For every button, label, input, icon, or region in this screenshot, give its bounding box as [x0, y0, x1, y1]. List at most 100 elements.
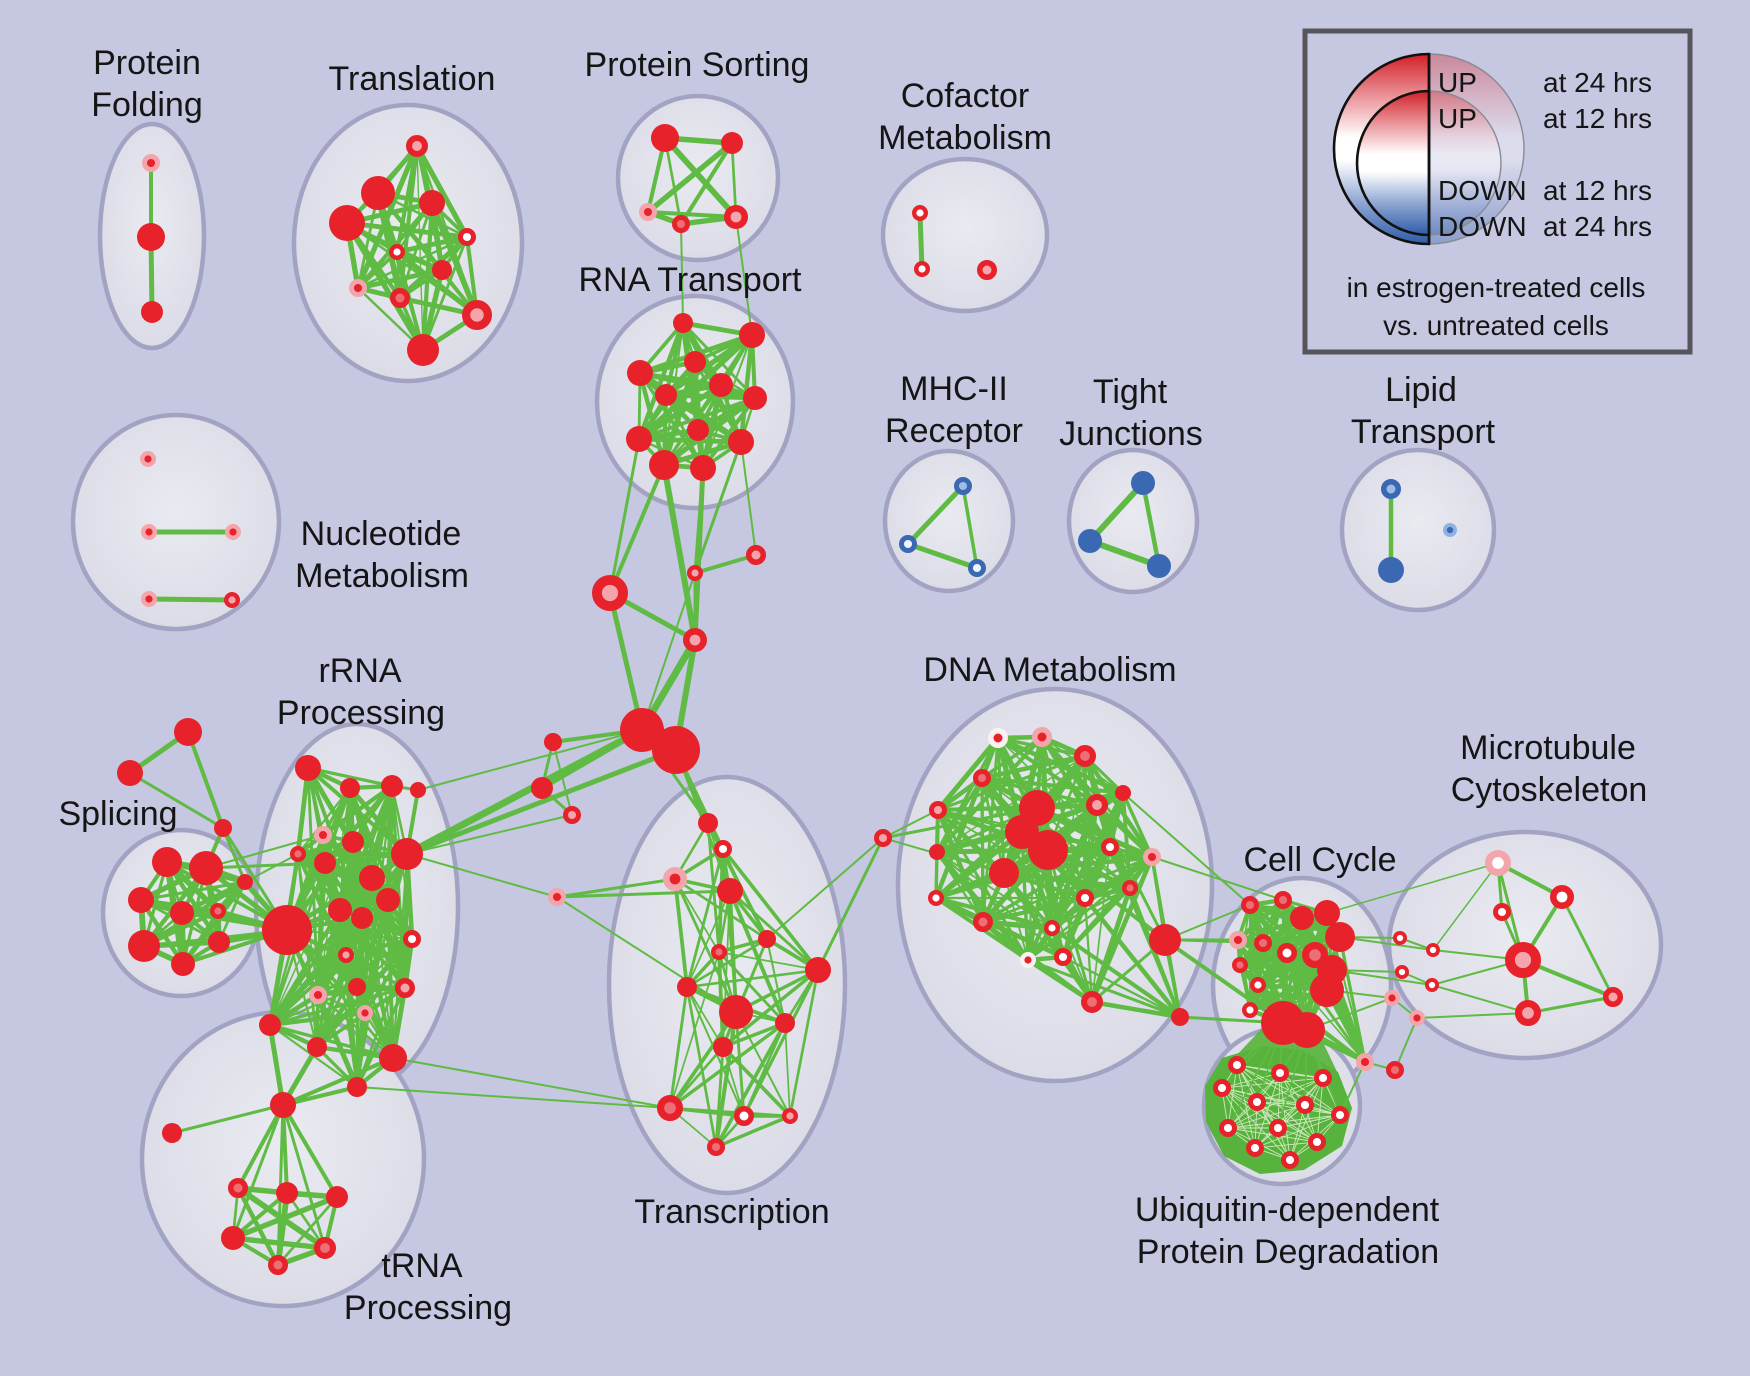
network-edge — [1256, 1101, 1318, 1143]
gene-node — [989, 858, 1019, 888]
gene-node — [1086, 794, 1109, 817]
network-edge — [204, 861, 327, 870]
network-edge — [996, 736, 1099, 807]
gene-node — [544, 733, 562, 751]
gene-node — [1550, 884, 1575, 909]
network-edge — [663, 392, 758, 401]
gene-node — [973, 912, 993, 932]
gene-node — [1443, 522, 1458, 537]
gene-node — [711, 944, 728, 961]
network-edge — [344, 220, 426, 353]
gene-node — [1240, 895, 1259, 914]
network-edge — [765, 937, 787, 1025]
cluster-label: Cofactor — [901, 77, 1030, 115]
gene-node — [972, 768, 991, 787]
gene-node — [988, 728, 1008, 748]
network-edge — [1221, 1087, 1318, 1143]
network-edge — [1049, 925, 1183, 1020]
gene-node — [1231, 957, 1248, 974]
network-edge — [268, 1023, 395, 1060]
gene-node — [117, 760, 143, 786]
gene-node — [657, 1094, 684, 1121]
network-edge — [934, 845, 1112, 900]
gene-node — [728, 429, 754, 455]
network-edge — [406, 814, 573, 855]
network-edge — [306, 766, 394, 788]
network-edge — [721, 968, 820, 1049]
gene-node — [912, 204, 929, 221]
gene-node — [128, 930, 160, 962]
gene-node — [295, 755, 321, 781]
gene-node — [687, 565, 704, 582]
gene-node — [1249, 977, 1266, 994]
gene-node — [1330, 1105, 1349, 1124]
gene-node — [329, 205, 365, 241]
network-edge — [668, 1021, 787, 1110]
network-edge — [186, 730, 225, 830]
gene-node — [403, 929, 422, 948]
gene-node — [1078, 529, 1102, 553]
network-edge — [1140, 480, 1162, 569]
cluster-label: Microtubule — [1460, 729, 1636, 767]
gene-node — [928, 890, 945, 907]
network-edge — [1237, 962, 1335, 973]
gene-node — [405, 134, 428, 157]
network-edge — [1163, 938, 1285, 1025]
gene-node — [662, 866, 687, 891]
gene-node — [673, 313, 693, 333]
network-edge — [816, 836, 885, 972]
network-edge — [285, 1191, 327, 1250]
legend-halfdisk-faded — [1428, 90, 1502, 236]
cluster-ellipse-cofactor-metabolism — [880, 156, 1050, 314]
gene-node — [128, 887, 154, 913]
gene-node — [1245, 1138, 1264, 1157]
legend-direction-label: DOWN — [1438, 175, 1527, 206]
gene-node — [739, 322, 765, 348]
gene-node — [706, 1137, 725, 1156]
network-edge — [935, 735, 1001, 813]
network-edge — [268, 986, 407, 1027]
network-edge — [394, 234, 470, 255]
network-edge — [268, 985, 359, 1027]
network-edge — [403, 726, 646, 858]
network-edge — [1121, 791, 1154, 859]
network-edge — [742, 968, 820, 1118]
network-edge — [1432, 862, 1499, 951]
network-edge — [1050, 926, 1094, 1004]
gene-node — [1075, 888, 1094, 907]
gene-node — [562, 805, 581, 824]
gene-node — [1393, 930, 1408, 945]
gene-node — [627, 360, 653, 386]
network-edge — [935, 775, 985, 813]
gene-node — [137, 223, 165, 251]
gene-node — [313, 1237, 336, 1260]
network-edge — [1082, 895, 1183, 1020]
network-edge — [205, 834, 324, 869]
network-edge — [661, 462, 698, 643]
gene-node — [326, 1186, 348, 1208]
gene-node — [690, 455, 716, 481]
network-edge — [936, 851, 1053, 929]
network-edge — [721, 1021, 787, 1049]
gene-node — [713, 839, 732, 858]
network-edge — [403, 852, 409, 990]
gene-node — [734, 1106, 754, 1126]
network-edge — [1431, 984, 1529, 1014]
gene-node — [805, 957, 831, 983]
network-edge — [1339, 936, 1434, 951]
network-edge — [714, 1045, 725, 1149]
cluster-label: Cell Cycle — [1243, 841, 1396, 879]
gene-node — [410, 782, 426, 798]
gene-node — [1385, 1060, 1404, 1079]
gene-node — [977, 260, 997, 280]
gene-node — [340, 778, 360, 798]
gene-node — [139, 451, 156, 468]
legend-time-label: at 12 hrs — [1543, 103, 1652, 134]
gene-node — [214, 819, 232, 837]
gene-node — [713, 1037, 733, 1057]
legend-time-label: at 12 hrs — [1543, 175, 1652, 206]
legend-direction-label: UP — [1438, 67, 1477, 98]
network-edge — [343, 936, 415, 958]
network-edge — [221, 826, 247, 884]
